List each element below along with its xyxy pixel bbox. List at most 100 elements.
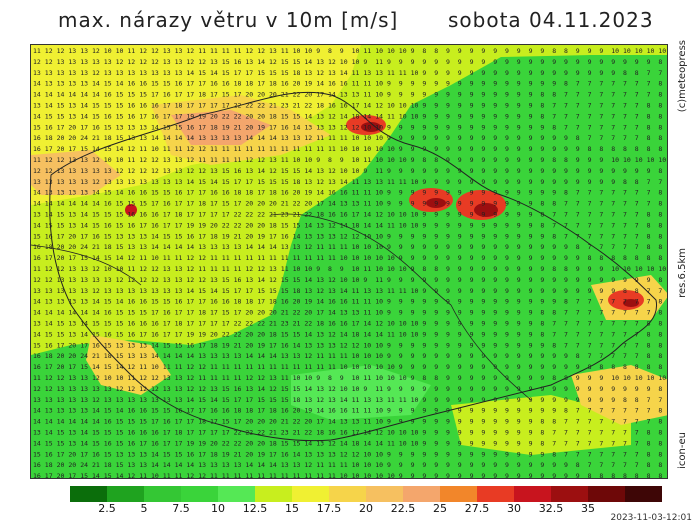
- gust-value: 11: [352, 189, 360, 197]
- gust-value: 9: [387, 276, 391, 284]
- gust-value: 12: [151, 374, 159, 382]
- gust-value: 9: [458, 265, 462, 273]
- gust-value: 14: [33, 112, 41, 120]
- gust-value: 7: [658, 396, 662, 404]
- gust-value: 10: [635, 374, 643, 382]
- gust-value: 14: [186, 134, 194, 142]
- gust-value: 9: [434, 200, 438, 208]
- wind-gust-map[interactable]: 11 12 12 13 13 12 10 10 11 12 12 13 13 12 11 11 11 11 12 12…: [30, 44, 668, 479]
- gust-value: 9: [458, 102, 462, 110]
- gust-value: 9: [540, 123, 544, 131]
- gust-value: 15: [222, 58, 230, 66]
- gust-value: 10: [375, 265, 383, 273]
- gust-value: 13: [375, 396, 383, 404]
- gust-value: 9: [316, 374, 320, 382]
- gust-value: 8: [540, 91, 544, 99]
- gust-value: 8: [552, 341, 556, 349]
- gust-value: 9: [493, 363, 497, 371]
- gust-value: 20: [245, 123, 253, 131]
- gust-value: 16: [92, 123, 100, 131]
- gust-value: 9: [470, 330, 474, 338]
- gust-value: 21: [293, 429, 301, 437]
- gust-value: 9: [422, 385, 426, 393]
- gust-value: 9: [576, 178, 580, 186]
- gust-value: 9: [529, 418, 533, 426]
- gust-value: 20: [257, 439, 265, 447]
- gust-value: 10: [611, 265, 619, 273]
- gust-value: 9: [576, 254, 580, 262]
- gust-value: 14: [80, 91, 88, 99]
- gust-value: 13: [352, 200, 360, 208]
- gust-value: 9: [623, 58, 627, 66]
- gust-value: 16: [127, 320, 135, 328]
- gust-value: 9: [576, 374, 580, 382]
- gust-value: 9: [576, 265, 580, 273]
- gust-value: 16: [222, 407, 230, 415]
- gust-value: 9: [493, 320, 497, 328]
- gust-value: 9: [481, 374, 485, 382]
- gust-value: 13: [210, 276, 218, 284]
- gust-value: 15: [57, 330, 65, 338]
- gust-value: 7: [611, 123, 615, 131]
- gust-value: 9: [422, 254, 426, 262]
- gust-value: 10: [375, 156, 383, 164]
- gust-value: 20: [68, 134, 76, 142]
- gust-value: 9: [540, 461, 544, 469]
- gust-value: 9: [564, 385, 568, 393]
- gust-value: 14: [116, 407, 124, 415]
- gust-value: 14: [116, 189, 124, 197]
- gust-value: 7: [647, 91, 651, 99]
- gust-value: 8: [623, 363, 627, 371]
- gust-value: 15: [104, 472, 112, 479]
- gust-value: 9: [411, 232, 415, 240]
- gust-value: 13: [68, 429, 76, 437]
- gust-value: 9: [505, 385, 509, 393]
- gust-value: 9: [517, 363, 521, 371]
- gust-value: 17: [210, 91, 218, 99]
- gust-value: 12: [186, 363, 194, 371]
- gust-value: 17: [80, 232, 88, 240]
- gust-value: 12: [45, 265, 53, 273]
- gust-value: 8: [328, 265, 332, 273]
- gust-value: 9: [446, 429, 450, 437]
- gust-value: 8: [658, 200, 662, 208]
- gust-value: 17: [163, 439, 171, 447]
- gust-value: 16: [210, 407, 218, 415]
- gust-value: 9: [422, 450, 426, 458]
- gust-value: 9: [458, 243, 462, 251]
- gust-value: 11: [316, 352, 324, 360]
- gust-value: 13: [139, 450, 147, 458]
- gust-value: 8: [658, 429, 662, 437]
- gust-value: 20: [304, 309, 312, 317]
- gust-value: 9: [540, 407, 544, 415]
- gust-value: 13: [281, 461, 289, 469]
- gust-value: 9: [481, 450, 485, 458]
- gust-value: 11: [352, 178, 360, 186]
- gust-value: 20: [257, 112, 265, 120]
- gust-value: 15: [116, 134, 124, 142]
- gust-value: 9: [576, 58, 580, 66]
- gust-value: 16: [151, 102, 159, 110]
- gust-value: 18: [210, 123, 218, 131]
- gust-value: 9: [505, 232, 509, 240]
- gust-value: 16: [104, 91, 112, 99]
- gust-value: 7: [576, 232, 580, 240]
- gust-value: 22: [257, 211, 265, 219]
- gust-value: 13: [68, 287, 76, 295]
- gust-value: 18: [234, 80, 242, 88]
- gust-value: 8: [658, 363, 662, 371]
- gust-value: 9: [446, 189, 450, 197]
- gust-value: 9: [387, 80, 391, 88]
- gust-value: 7: [588, 211, 592, 219]
- gust-value: 9: [481, 145, 485, 153]
- gust-value: 12: [198, 254, 206, 262]
- gust-value: 9: [458, 178, 462, 186]
- gust-value: 16: [234, 385, 242, 393]
- gust-value: 9: [446, 396, 450, 404]
- gust-value: 7: [564, 123, 568, 131]
- gust-value: 9: [470, 450, 474, 458]
- gust-value: 17: [186, 80, 194, 88]
- gust-value: 18: [245, 189, 253, 197]
- gust-value: 9: [564, 145, 568, 153]
- gust-value: 10: [304, 156, 312, 164]
